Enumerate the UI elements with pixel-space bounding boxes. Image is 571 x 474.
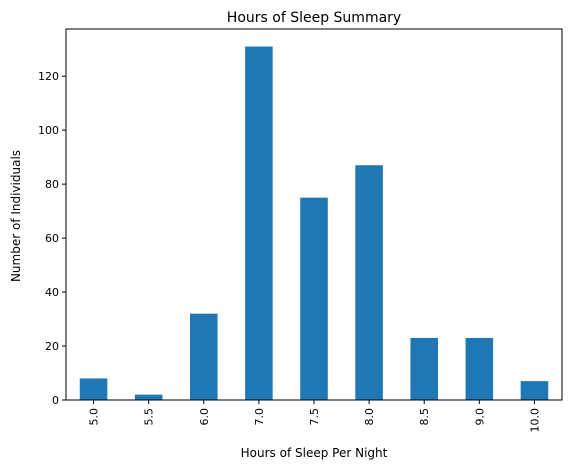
x-tick-label-8.5: 8.5 <box>418 408 431 426</box>
bar-8.5 <box>410 337 438 400</box>
bar-9.0 <box>465 337 494 400</box>
bar-6.0 <box>190 313 218 400</box>
y-tick-label-100: 100 <box>38 124 59 137</box>
y-axis-label: Number of Individuals <box>9 150 23 282</box>
x-tick-label-9.0: 9.0 <box>473 408 486 426</box>
y-axis-ticks: 0 20 40 60 80 100 120 <box>38 70 66 407</box>
x-tick-label-8.0: 8.0 <box>363 408 376 426</box>
y-tick-label-20: 20 <box>45 340 59 353</box>
bars-layer <box>79 46 549 400</box>
x-tick-label-5.5: 5.5 <box>143 408 156 426</box>
y-tick-label-80: 80 <box>45 178 59 191</box>
y-tick-label-60: 60 <box>45 232 59 245</box>
bar-7.0 <box>245 46 273 400</box>
bar-7.5 <box>300 197 328 400</box>
x-tick-label-7.0: 7.0 <box>253 408 266 426</box>
x-tick-label-5.0: 5.0 <box>88 408 101 426</box>
bar-5.5 <box>134 394 163 400</box>
plot-frame <box>65 28 563 401</box>
x-tick-label-10.0: 10.0 <box>528 408 541 433</box>
x-tick-label-6.0: 6.0 <box>198 408 211 426</box>
x-axis-label: Hours of Sleep Per Night <box>241 446 388 460</box>
bar-5.0 <box>79 378 108 400</box>
bar-10.0 <box>520 381 549 400</box>
y-tick-label-120: 120 <box>38 70 59 83</box>
y-tick-label-0: 0 <box>52 394 59 407</box>
x-tick-label-7.5: 7.5 <box>308 408 321 426</box>
y-tick-label-40: 40 <box>45 286 59 299</box>
chart-title: Hours of Sleep Summary <box>227 10 401 26</box>
x-axis-ticks: 5.0 5.5 6.0 7.0 7.5 8.0 8.5 9.0 10.0 <box>88 400 541 433</box>
bar-8.0 <box>355 165 383 400</box>
